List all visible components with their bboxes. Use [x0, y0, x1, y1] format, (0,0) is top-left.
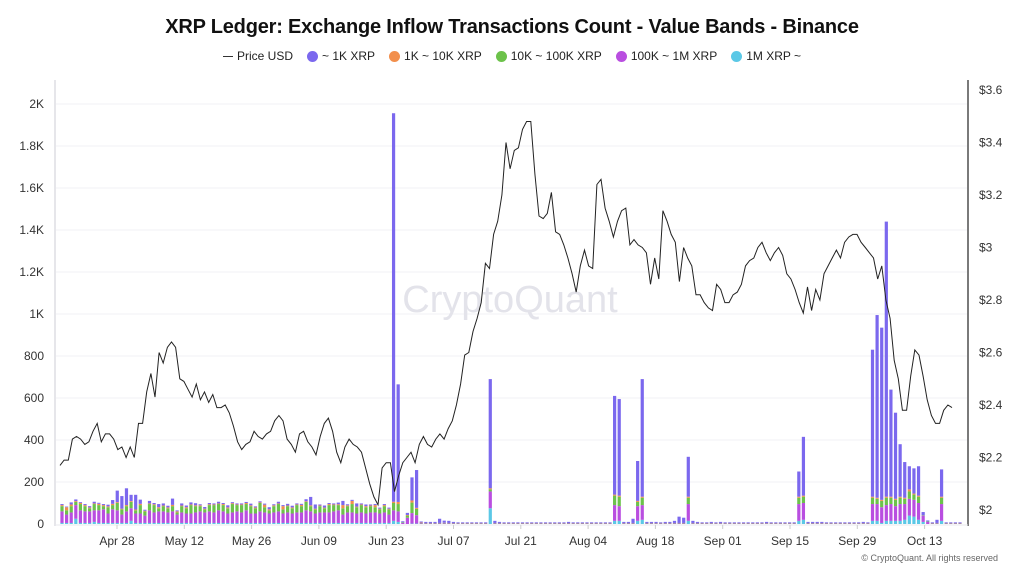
legend-label: 1M XRP ~ — [746, 49, 802, 63]
x-tick-label: Jul 07 — [437, 534, 469, 548]
x-tick-label: Oct 13 — [907, 534, 943, 548]
legend-item-lt1k[interactable]: ~ 1K XRP — [307, 49, 375, 63]
legend-item-1k-10k[interactable]: 1K ~ 10K XRP — [389, 49, 482, 63]
x-tick-label: Sep 01 — [704, 534, 742, 548]
x-tick-label: Sep 15 — [771, 534, 809, 548]
x-tick-label: Aug 04 — [569, 534, 607, 548]
dot-swatch-icon — [307, 50, 318, 62]
legend-item-10k-100k[interactable]: 10K ~ 100K XRP — [495, 49, 602, 63]
x-tick-label: Apr 28 — [99, 534, 135, 548]
price-line — [59, 121, 953, 507]
x-ticks: Apr 28 May 12 May 26 Jun 09 Jun 23 Jul 07 Jul … — [99, 525, 943, 548]
y-right-tick-label: $3.2 — [979, 188, 1003, 202]
legend: Price USD ~ 1K XRP 1K ~ 10K XRP 10K ~ 10… — [0, 49, 1024, 63]
gridlines — [56, 103, 967, 483]
y-tick-label: 1.8K — [19, 139, 44, 153]
legend-item-100k-1m[interactable]: 100K ~ 1M XRP — [615, 49, 718, 63]
x-tick-label: Jun 09 — [301, 534, 337, 548]
legend-label: 1K ~ 10K XRP — [404, 49, 482, 63]
x-tick-label: Jul 21 — [505, 534, 537, 548]
watermark: CryptoQuant — [402, 279, 618, 321]
legend-label: 100K ~ 1M XRP — [630, 49, 718, 63]
y-tick-label: 0 — [37, 517, 44, 531]
legend-label: ~ 1K XRP — [322, 49, 376, 63]
stacked-bars — [60, 113, 962, 524]
y-tick-label: 2K — [29, 97, 44, 111]
y-right-tick-label: $3.4 — [979, 136, 1003, 150]
x-tick-label: Sep 29 — [838, 534, 876, 548]
legend-label: Price USD — [236, 49, 293, 63]
y-tick-label: 800 — [24, 349, 44, 363]
legend-item-price[interactable]: Price USD — [222, 49, 293, 63]
y-tick-label: 1.6K — [19, 181, 44, 195]
y-right-tick-label: $2.6 — [979, 346, 1003, 360]
y-right-tick-label: $2.8 — [979, 293, 1003, 307]
y-tick-label: 1.2K — [19, 265, 44, 279]
y-tick-label: 1.4K — [19, 223, 44, 237]
y-right-tick-label: $3 — [979, 241, 993, 255]
y-right-tick-label: $2.2 — [979, 451, 1003, 465]
legend-label: 10K ~ 100K XRP — [510, 49, 602, 63]
y-right-tick-label: $2.4 — [979, 398, 1003, 412]
right-y-ticks: $2 $2.2 $2.4 $2.6 $2.8 $3 $3.2 $3.4 $3.6 — [979, 83, 1003, 517]
y-right-tick-label: $3.6 — [979, 83, 1003, 97]
y-tick-label: 400 — [24, 433, 44, 447]
copyright-notice: © CryptoQuant. All rights reserved — [861, 553, 998, 563]
x-tick-label: Jun 23 — [368, 534, 404, 548]
dot-swatch-icon — [389, 50, 401, 62]
dot-swatch-icon — [495, 50, 507, 62]
dot-swatch-icon — [731, 50, 743, 62]
left-y-ticks: 0 200 400 600 800 1K 1.2K 1.4K 1.6K 1.8K 2K — [19, 97, 44, 531]
y-tick-label: 600 — [24, 391, 44, 405]
chart-title: XRP Ledger: Exchange Inflow Transactions… — [165, 16, 859, 38]
dot-swatch-icon — [615, 50, 627, 62]
legend-item-gt1m[interactable]: 1M XRP ~ — [731, 49, 801, 63]
y-tick-label: 1K — [29, 307, 44, 321]
x-tick-label: May 26 — [232, 534, 272, 548]
x-tick-label: May 12 — [165, 534, 205, 548]
line-swatch-icon — [222, 55, 233, 57]
y-right-tick-label: $2 — [979, 503, 993, 517]
x-tick-label: Aug 18 — [636, 534, 674, 548]
y-tick-label: 200 — [24, 475, 44, 489]
